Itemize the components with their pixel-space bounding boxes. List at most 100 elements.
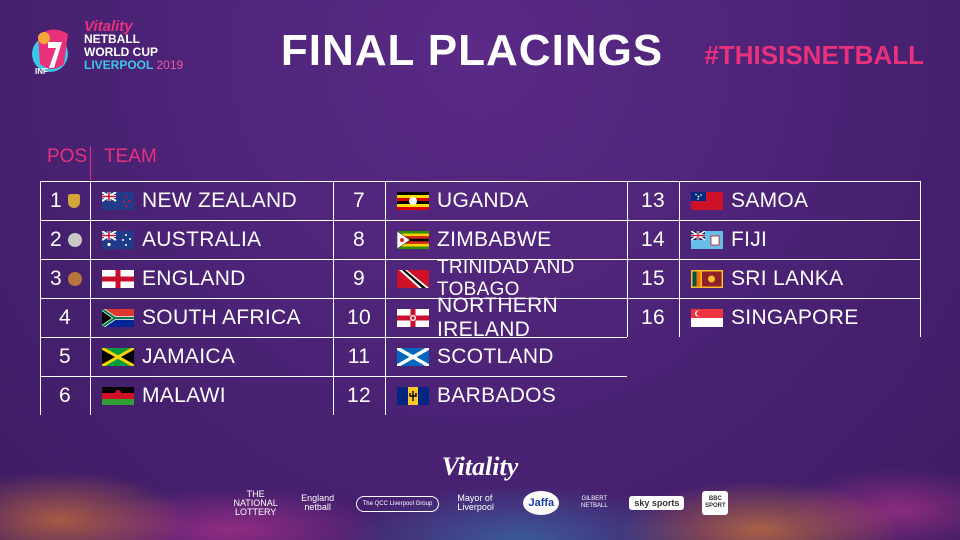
logo-netball-text: NETBALL [84, 32, 140, 46]
position-label: 6 [59, 384, 71, 407]
australia-flag-icon [101, 230, 134, 249]
position-label: 9 [353, 267, 365, 290]
pos-column-header: POS [47, 146, 88, 167]
position-label: 15 [641, 267, 665, 290]
table-horizontal-rule [333, 298, 627, 299]
position-number: 14 [627, 221, 679, 259]
team-cell: SCOTLAND [396, 338, 625, 376]
position-number: 5 [40, 338, 90, 376]
team-cell: FIJI [690, 221, 918, 259]
position-number: 13 [627, 182, 679, 220]
silver-medal-icon [67, 233, 82, 247]
team-name: BARBADOS [437, 384, 557, 407]
netball-world-cup-badge-icon: INF [32, 29, 68, 76]
team-cell: JAMAICA [101, 338, 331, 376]
team-cell: TRINIDAD AND TOBAGO [397, 257, 625, 300]
team-cell: SAMOA [691, 182, 918, 220]
position-number: 2 [40, 221, 90, 259]
hashtag: #THISISNETBALL [704, 40, 924, 70]
samoa-flag-icon [691, 192, 723, 210]
table-horizontal-rule [333, 337, 627, 338]
northern-ireland-flag-icon [397, 309, 429, 327]
table-horizontal-rule [40, 298, 333, 299]
south-africa-flag-icon [101, 307, 134, 329]
barbados-flag-icon [397, 387, 429, 405]
bbc-sport-logo: BBC SPORT [702, 491, 729, 515]
team-column-header: TEAM [104, 146, 157, 167]
table-horizontal-rule [333, 259, 627, 260]
team-name: FIJI [731, 228, 768, 251]
position-label: 7 [353, 189, 365, 212]
team-cell: SRI LANKA [691, 260, 918, 298]
malawi-flag-icon [102, 387, 134, 405]
table-horizontal-rule [40, 220, 333, 221]
vitality-sponsor-logo: Vitality [441, 452, 519, 481]
sri-lanka-flag-icon [691, 270, 723, 288]
sponsor-area: Vitality [0, 452, 960, 482]
england-flag-icon [102, 270, 134, 288]
table-horizontal-rule [40, 337, 333, 338]
position-label: 2 [50, 228, 62, 251]
position-number: 16 [627, 299, 679, 337]
logo-vitality-text: Vitality [84, 18, 133, 35]
position-label: 3 [50, 267, 62, 290]
team-name: ENGLAND [142, 267, 246, 290]
team-cell: SOUTH AFRICA [101, 299, 331, 337]
jaffa-logo: Jaffa [523, 491, 560, 515]
table-horizontal-rule [333, 220, 627, 221]
position-number: 9 [333, 260, 385, 298]
scotland-flag-icon [396, 346, 430, 368]
position-number: 7 [333, 182, 385, 220]
team-name: JAMAICA [142, 345, 236, 368]
mayor-of-liverpool-logo: Mayor of Liverpool [457, 493, 494, 512]
team-name: NEW ZEALAND [142, 189, 297, 212]
team-cell: ENGLAND [102, 260, 331, 298]
qcc-logo: The QCC Liverpool Group [355, 496, 440, 512]
position-label: 10 [347, 306, 371, 329]
logo-world-cup-text: WORLD CUP [84, 45, 158, 59]
trophy-icon [67, 194, 80, 208]
team-cell: ZIMBABWE [396, 221, 625, 259]
team-cell: SINGAPORE [691, 299, 918, 337]
table-horizontal-rule [40, 181, 333, 182]
team-cell: NORTHERN IRELAND [397, 294, 625, 341]
table-horizontal-rule [333, 376, 627, 377]
position-number: 6 [40, 377, 90, 415]
team-cell: NEW ZEALAND [101, 182, 331, 220]
table-horizontal-rule [40, 259, 333, 260]
inf-label: INF [35, 67, 48, 76]
position-number: 1 [40, 182, 90, 220]
position-number: 4 [40, 299, 90, 337]
team-name: TRINIDAD AND TOBAGO [437, 257, 575, 300]
position-label: 13 [641, 189, 665, 212]
singapore-flag-icon [691, 309, 723, 327]
team-name: AUSTRALIA [142, 228, 262, 251]
position-label: 16 [641, 306, 665, 329]
position-label: 1 [50, 189, 62, 212]
team-name: NORTHERN IRELAND [437, 294, 559, 341]
position-label: 5 [59, 345, 71, 368]
decorative-paint-splash [0, 390, 960, 540]
team-name: SINGAPORE [731, 306, 859, 329]
jamaica-flag-icon [101, 346, 135, 368]
table-horizontal-rule [627, 259, 920, 260]
position-number: 12 [333, 377, 385, 415]
table-horizontal-rule [40, 376, 333, 377]
fiji-flag-icon [690, 230, 723, 249]
logo-year-text: 2019 [156, 58, 184, 72]
team-cell: UGANDA [397, 182, 625, 220]
table-horizontal-rule [627, 220, 920, 221]
table-vertical-rule [920, 181, 921, 337]
table-horizontal-rule [333, 181, 627, 182]
team-name: ZIMBABWE [437, 228, 552, 251]
new-zealand-flag-icon [101, 191, 134, 210]
table-horizontal-rule [627, 181, 920, 182]
team-name: MALAWI [142, 384, 226, 407]
bronze-medal-icon [67, 272, 82, 286]
national-lottery-logo: THE NATIONAL LOTTERY [233, 488, 278, 517]
position-number: 10 [333, 299, 385, 337]
uganda-flag-icon [397, 192, 429, 210]
position-number: 11 [333, 338, 385, 376]
team-name: UGANDA [437, 189, 529, 212]
position-number: 8 [333, 221, 385, 259]
